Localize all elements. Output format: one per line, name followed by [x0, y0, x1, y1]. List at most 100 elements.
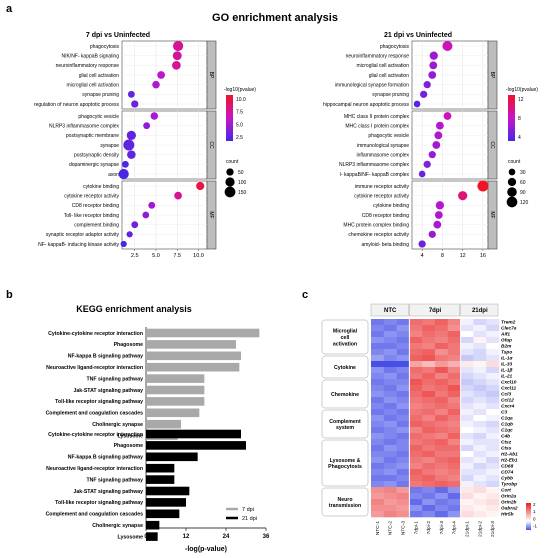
size-legend-label: 120 — [520, 200, 529, 206]
bar-label: Cholinergic synapse — [92, 422, 143, 428]
size-legend-dot — [507, 187, 517, 197]
heat-cell — [486, 409, 500, 416]
heat-cell — [409, 445, 423, 452]
term-dot — [172, 51, 182, 61]
col-group-box — [370, 303, 409, 317]
heat-cell — [422, 385, 436, 392]
heat-cell — [447, 325, 461, 332]
heat-cell — [422, 511, 436, 518]
heat-cell — [486, 415, 500, 422]
row-group-box — [321, 319, 369, 355]
term-dot — [435, 121, 444, 130]
row-group-label-line: system — [336, 425, 354, 431]
heat-cell — [422, 469, 436, 476]
heat-cell — [447, 427, 461, 434]
heat-cell — [383, 493, 397, 500]
heat-cell — [435, 349, 449, 356]
heat-cell — [383, 319, 397, 326]
heat-cell — [486, 331, 500, 338]
heat-cell — [473, 361, 487, 368]
gene-label: Cort — [501, 488, 511, 494]
heat-cell — [396, 415, 410, 422]
heat-cell — [371, 415, 385, 422]
term-dot — [443, 112, 452, 120]
heat-cell — [435, 403, 449, 410]
term-label: postsynaptic membrane — [66, 133, 119, 139]
term-dot — [150, 112, 159, 120]
gene-label: Htr5b — [501, 512, 514, 518]
bar-series_21 — [146, 463, 175, 473]
heat-cell — [422, 367, 436, 374]
size-legend-label: 90 — [520, 190, 526, 196]
facet-label: MF — [489, 211, 495, 218]
heat-cell — [371, 499, 385, 506]
heat-cell — [383, 445, 397, 452]
go-left-title: 7 dpi vs Uninfected — [86, 32, 150, 39]
heat-cell — [371, 427, 385, 434]
heat-cell — [460, 439, 474, 446]
term-label: phagocytosis — [90, 44, 120, 50]
heat-cell — [422, 397, 436, 404]
term-label: Toll- like receptor binding — [64, 213, 120, 219]
bar-label: Neuroactive ligand-receptor interaction — [46, 466, 143, 472]
term-label: NLRP3 inflammasome complex — [339, 162, 410, 168]
term-dot — [428, 71, 437, 79]
heat-cell — [473, 421, 487, 428]
bar-series_7 — [146, 328, 260, 338]
x-tick-label: 0 — [144, 534, 148, 540]
x-tick-label: 24 — [223, 534, 230, 540]
facet-label: CC — [489, 141, 495, 149]
heat-cell — [447, 433, 461, 440]
heat-cell — [383, 409, 397, 416]
heat-cell — [486, 337, 500, 344]
heat-cell — [383, 511, 397, 518]
term-label: dopaminergic synapse — [69, 162, 119, 168]
heat-cell — [473, 403, 487, 410]
heat-cell — [473, 349, 487, 356]
row-group-label: Lysosome & Phagocytosis — [328, 458, 362, 470]
heat-cell — [473, 439, 487, 446]
heat-cell — [409, 481, 423, 488]
gene-label: CD68 — [501, 464, 514, 470]
heat-cell — [486, 451, 500, 458]
heat-cell — [371, 445, 385, 452]
heat-cell — [422, 391, 436, 398]
heat-cell — [371, 481, 385, 488]
term-label: MHC class II protein complex — [344, 114, 410, 120]
heat-cell — [435, 325, 449, 332]
heat-cell — [486, 319, 500, 326]
heat-cell — [422, 343, 436, 350]
size-legend-dot — [506, 196, 518, 208]
x-axis-label: -log(p-value) — [185, 546, 227, 553]
heat-cell — [396, 343, 410, 350]
term-dot — [120, 240, 127, 248]
bar-label: Cholinergic synapse — [92, 523, 143, 529]
heat-cell — [422, 325, 436, 332]
heat-cell — [435, 391, 449, 398]
heat-cell — [409, 475, 423, 482]
heat-cell — [371, 469, 385, 476]
heat-cell — [383, 397, 397, 404]
heat-cell — [409, 415, 423, 422]
bar-series_21 — [146, 509, 180, 519]
heat-cell — [422, 505, 436, 512]
heat-cell — [409, 397, 423, 404]
heat-cell — [447, 475, 461, 482]
heat-cell — [460, 481, 474, 488]
heat-cell — [422, 319, 436, 326]
bar-series_7 — [146, 374, 205, 383]
heat-cell — [422, 409, 436, 416]
heat-cell — [409, 433, 423, 440]
heat-cell — [371, 319, 385, 326]
heat-cell — [435, 343, 449, 350]
heat-cell — [447, 331, 461, 338]
gene-label: Ctss — [501, 446, 512, 452]
heat-cell — [396, 481, 410, 488]
heatmap: NTC 7dpi 21dpi Microglial cell activation Trem… — [321, 303, 537, 537]
color-legend-tick: 8 — [518, 116, 521, 122]
heat-cell — [396, 499, 410, 506]
bar-series_7 — [146, 362, 240, 372]
heat-cell — [383, 427, 397, 434]
heat-cell — [409, 391, 423, 398]
heat-cell — [473, 385, 487, 392]
